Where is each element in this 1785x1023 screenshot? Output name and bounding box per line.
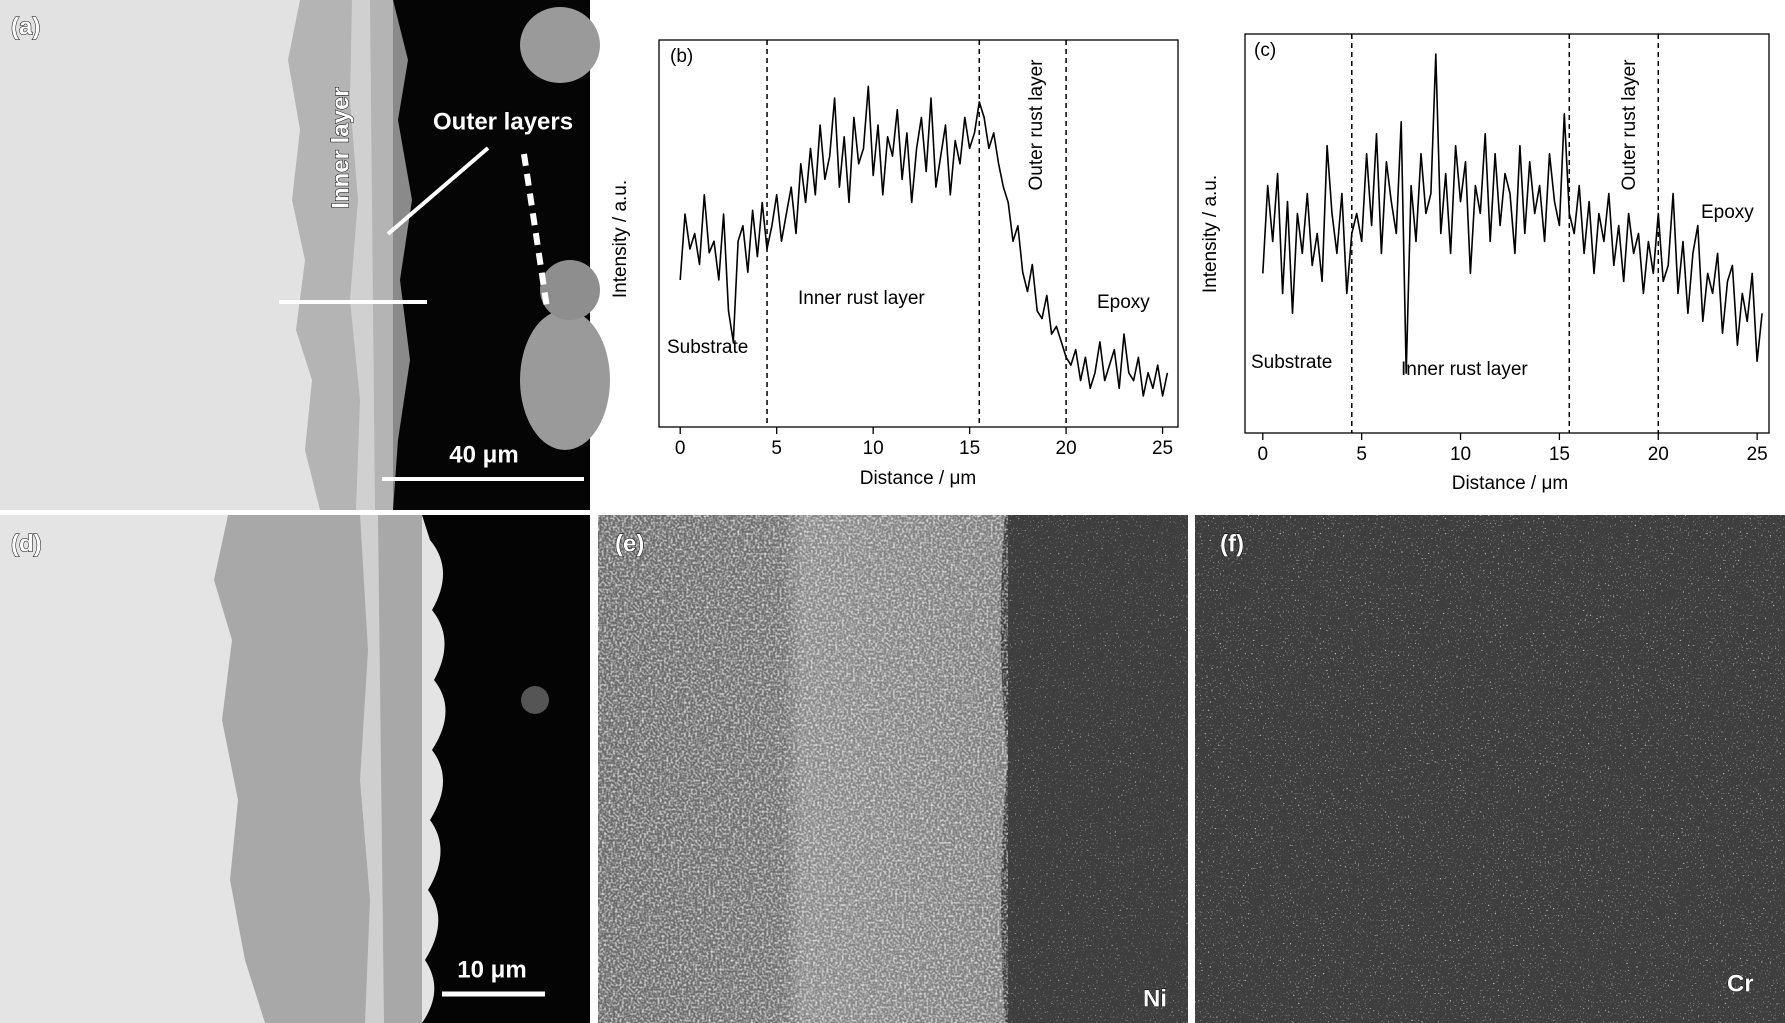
x-tick-label: 25 (1747, 444, 1768, 465)
scale-label: 40 μm (449, 441, 518, 468)
annotation: Outer layers (433, 108, 573, 135)
scale-label: 10 μm (457, 956, 526, 983)
x-tick-label: 10 (1450, 444, 1471, 465)
panel-d: (d) 10 μm (0, 515, 590, 1023)
x-tick-label: 20 (1056, 438, 1077, 459)
x-tick-label: 10 (863, 438, 884, 459)
panel-label: (d) (11, 530, 42, 557)
y-axis-label: Intensity / a.u. (610, 180, 631, 298)
x-tick-label: 5 (771, 438, 782, 459)
x-tick-label: 0 (675, 438, 686, 459)
chart-label: (c) (1254, 40, 1276, 61)
x-tick-label: 5 (1356, 444, 1367, 465)
panel-a: (a) Inner layer Outer layers 40 μm (0, 0, 610, 510)
annotation: Outer rust layer (1026, 59, 1047, 191)
x-axis-label: Distance / μm (1452, 473, 1569, 494)
annotation: Inner layer (327, 87, 354, 208)
plot-frame (1244, 33, 1770, 434)
x-tick-label: 25 (1152, 438, 1173, 459)
annotation: Inner rust layer (798, 288, 925, 309)
panel-label: (f) (1220, 530, 1244, 557)
x-axis-label: Distance / μm (860, 468, 977, 489)
chart-b-text: (b) Substrate Inner rust layer Outer rus… (610, 46, 1150, 489)
annotation: Substrate (667, 337, 748, 358)
data-line (679, 85, 1169, 397)
annotation: Outer rust layer (1619, 59, 1640, 191)
element-label: Cr (1727, 970, 1754, 997)
x-tick-label: 15 (1549, 444, 1570, 465)
x-tick-label: 20 (1648, 444, 1669, 465)
chart-c-text: (c) Substrate Inner rust layer Outer rus… (1200, 40, 1754, 494)
annotation: Epoxy (1701, 202, 1754, 223)
x-tick-label: 0 (1258, 444, 1269, 465)
chart-label: (b) (670, 46, 693, 67)
annotation: Epoxy (1097, 292, 1150, 313)
plot-frame (658, 39, 1179, 428)
panel-e: (e) Ni (598, 515, 1188, 1023)
panel-label: (a) (11, 13, 40, 40)
annotation: Inner rust layer (1401, 359, 1528, 380)
element-label: Ni (1143, 985, 1167, 1012)
data-line (1262, 53, 1763, 374)
panel-f: (f) Cr (1195, 515, 1785, 1023)
y-axis-label: Intensity / a.u. (1200, 175, 1221, 293)
panel-label: (e) (615, 530, 644, 557)
x-tick-label: 15 (959, 438, 980, 459)
annotation: Substrate (1251, 352, 1332, 373)
